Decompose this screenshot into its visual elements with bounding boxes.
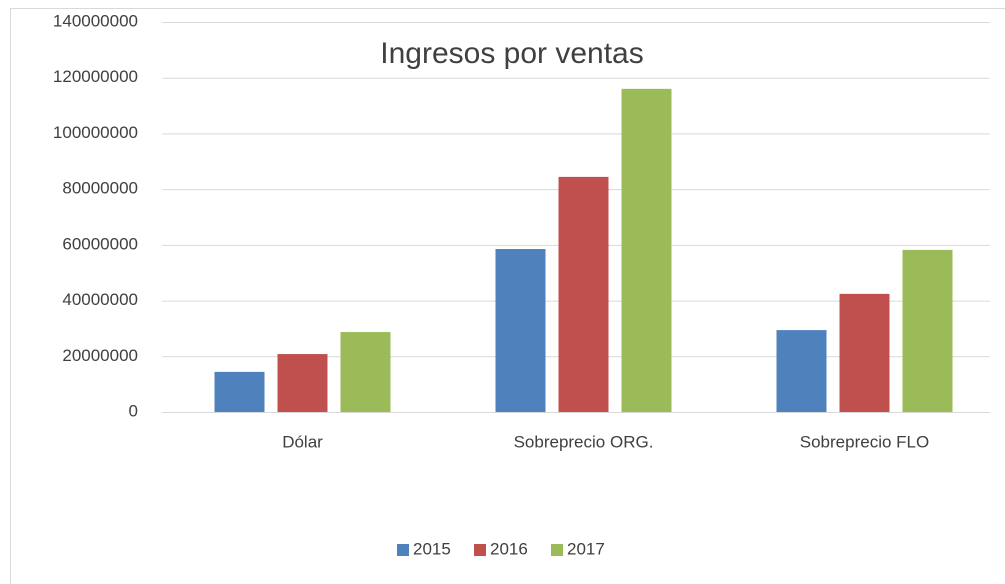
y-tick-label: 140000000 bbox=[53, 11, 138, 30]
bar bbox=[839, 293, 890, 412]
legend-swatch bbox=[551, 544, 563, 556]
y-tick-label: 120000000 bbox=[53, 67, 138, 86]
x-tick-label: Dólar bbox=[282, 432, 323, 451]
bar bbox=[902, 249, 953, 412]
chart-frame bbox=[10, 8, 1005, 584]
y-tick-label: 80000000 bbox=[62, 179, 138, 198]
x-tick-label: Sobreprecio ORG. bbox=[514, 432, 654, 451]
legend-label: 2016 bbox=[490, 539, 528, 558]
y-tick-label: 20000000 bbox=[62, 346, 138, 365]
y-tick-label: 40000000 bbox=[62, 290, 138, 309]
bar bbox=[558, 176, 609, 412]
bar bbox=[621, 88, 672, 412]
y-tick-label: 100000000 bbox=[53, 123, 138, 142]
bar bbox=[277, 354, 328, 412]
bar bbox=[776, 330, 827, 412]
legend-swatch bbox=[397, 544, 409, 556]
legend-label: 2017 bbox=[567, 539, 605, 558]
legend-label: 2015 bbox=[413, 539, 451, 558]
bar bbox=[340, 332, 391, 412]
bar bbox=[495, 249, 546, 412]
bar bbox=[214, 371, 265, 412]
chart-title: Ingresos por ventas bbox=[380, 37, 643, 70]
y-tick-label: 0 bbox=[129, 401, 138, 420]
x-tick-label: Sobreprecio FLO bbox=[800, 432, 929, 451]
legend-swatch bbox=[474, 544, 486, 556]
y-tick-label: 60000000 bbox=[62, 234, 138, 253]
